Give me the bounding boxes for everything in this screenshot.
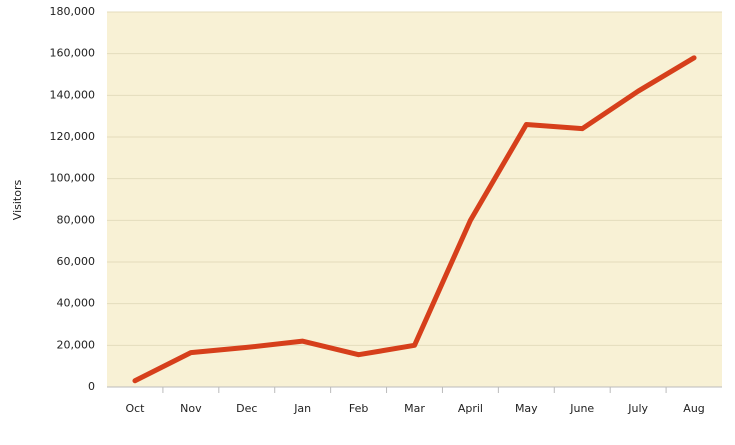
x-tick-label: Aug xyxy=(683,402,704,415)
plot-area xyxy=(107,12,722,387)
y-tick-label: 20,000 xyxy=(57,338,96,351)
y-tick-label: 80,000 xyxy=(57,213,96,226)
y-tick-label: 100,000 xyxy=(50,172,96,185)
x-tick-label: Nov xyxy=(180,402,202,415)
y-tick-label: 140,000 xyxy=(50,88,96,101)
y-tick-label: 60,000 xyxy=(57,255,96,268)
y-axis-label: Visitors xyxy=(11,180,24,221)
x-tick-label: May xyxy=(515,402,538,415)
y-tick-label: 40,000 xyxy=(57,297,96,310)
y-tick-label: 180,000 xyxy=(50,5,96,18)
x-tick-label: Mar xyxy=(404,402,425,415)
x-tick-label: Dec xyxy=(236,402,257,415)
x-tick-label: Feb xyxy=(349,402,368,415)
x-tick-label: June xyxy=(569,402,594,415)
y-tick-label: 120,000 xyxy=(50,130,96,143)
x-tick-label: Jan xyxy=(293,402,311,415)
data-line xyxy=(132,55,697,384)
y-tick-label: 0 xyxy=(88,380,95,393)
x-tick-label: July xyxy=(627,402,648,415)
x-tick-label: April xyxy=(458,402,483,415)
x-tick-label: Oct xyxy=(125,402,145,415)
y-tick-label: 160,000 xyxy=(50,47,96,60)
